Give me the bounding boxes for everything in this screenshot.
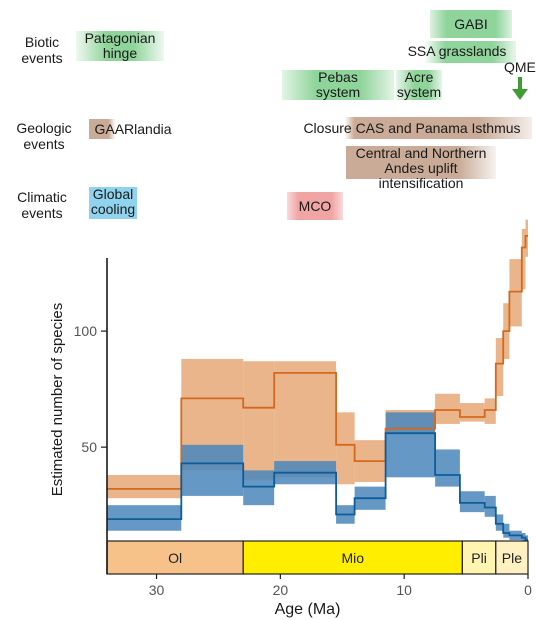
- blue-ci-band-7: [435, 449, 460, 487]
- orange-ci-band-4: [336, 412, 355, 485]
- biotic-events-label: Biotic events: [21, 34, 63, 66]
- ssa-grasslands-chip: SSA grasslands: [398, 41, 516, 63]
- blue-ci-band-0: [107, 505, 182, 531]
- orange-ci-band-3: [274, 361, 337, 478]
- qme-label: QME: [504, 59, 536, 75]
- y-tick-label-100: 100: [74, 323, 98, 339]
- blue-ci-band-2: [243, 470, 275, 506]
- x-tick-label-20: 20: [273, 582, 289, 598]
- orange-ci-band-12: [509, 259, 522, 327]
- blue-series-line: [107, 432, 528, 541]
- qme-arrow-icon: [512, 77, 528, 100]
- climatic-events-label: Climatic events: [17, 189, 67, 221]
- orange-ci-band-2: [243, 361, 275, 480]
- orange-ci-band-9: [484, 398, 496, 424]
- blue-ci-band-1: [181, 444, 244, 496]
- global-cooling-chip: Global cooling: [89, 186, 137, 219]
- orange-ci-band-8: [459, 403, 485, 422]
- andes-uplift-chip: Central and Northern Andes uplift intens…: [346, 146, 496, 191]
- epoch-box-ple: [495, 540, 529, 575]
- blue-ci-band-10: [495, 514, 504, 531]
- epoch-box-pli: [461, 540, 497, 575]
- epoch-label-mio: Mio: [342, 550, 365, 566]
- epoch-box-ol: [106, 540, 244, 575]
- orange-series-line: [107, 235, 528, 490]
- gaarlandia-chip: GAARlandia: [89, 119, 177, 139]
- mco-chip: MCO: [287, 192, 343, 220]
- orange-ci-band-14: [525, 219, 528, 257]
- orange-ci-band-13: [521, 228, 526, 290]
- gabi-chip: GABI: [430, 10, 512, 38]
- acre-system-chip: Acre system: [396, 69, 442, 100]
- y-axis-title: Estimated number of species: [49, 303, 66, 496]
- epoch-label-ple: Ple: [502, 550, 522, 566]
- orange-ci-band-0: [107, 475, 182, 499]
- x-tick-label-10: 10: [396, 582, 412, 598]
- x-axis-title: Age (Ma): [275, 601, 341, 618]
- epoch-label-pli: Pli: [471, 550, 487, 566]
- blue-ci-band-6: [385, 412, 436, 478]
- pebas-system-chip: Pebas system: [282, 70, 394, 100]
- epoch-label-ol: Ol: [168, 550, 182, 566]
- patagonian-hinge-chip: Patagonian hinge: [76, 31, 164, 61]
- blue-ci-band-8: [459, 491, 485, 513]
- geologic-events-label: Geologic events: [16, 120, 72, 152]
- x-tick-label-30: 30: [149, 582, 165, 598]
- epoch-box-mio: [242, 540, 463, 575]
- blue-ci-band-11: [503, 523, 510, 538]
- y-tick-label-50: 50: [81, 439, 97, 455]
- orange-ci-band-10: [495, 338, 504, 397]
- closure-cas-panama-chip: Closure CAS and Panama Isthmus: [292, 117, 532, 139]
- x-tick-label-0: 0: [524, 582, 532, 598]
- blue-ci-band-9: [484, 495, 496, 517]
- orange-ci-band-7: [435, 393, 460, 424]
